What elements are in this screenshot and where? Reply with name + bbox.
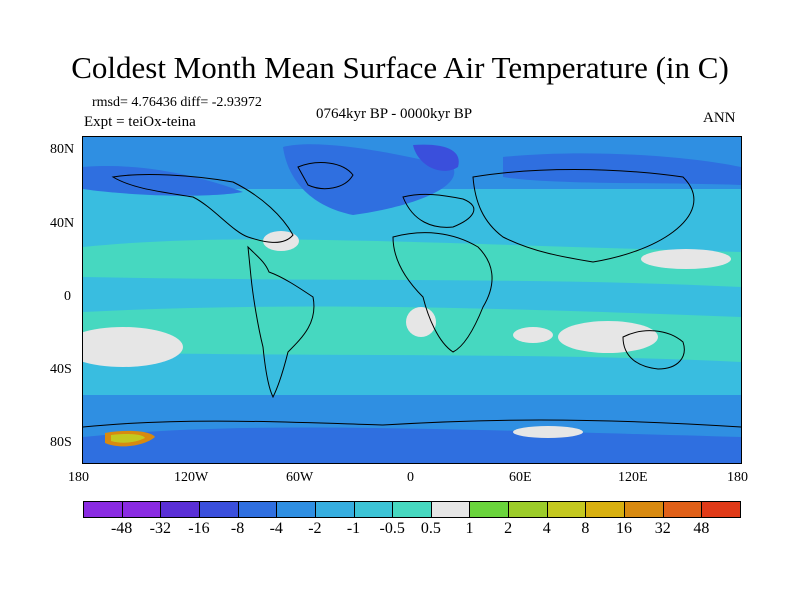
lon-label-120w: 120W	[174, 470, 208, 486]
map-plot	[83, 137, 741, 463]
lon-label-60w: 60W	[286, 470, 313, 486]
colorbar-swatch	[469, 501, 509, 518]
colorbar-label: 32	[655, 520, 671, 538]
lon-label-120e: 120E	[618, 470, 648, 486]
colorbar-label: 48	[693, 520, 709, 538]
lat-label-80s: 80S	[50, 435, 72, 451]
colorbar-swatch	[547, 501, 587, 518]
colorbar-label: -2	[308, 520, 321, 538]
colorbar-label: -16	[188, 520, 209, 538]
colorbar-label: -48	[111, 520, 132, 538]
period-label: 0764kyr BP - 0000kyr BP	[316, 106, 472, 123]
lat-label-80n: 80N	[50, 142, 74, 158]
colorbar-label: -4	[270, 520, 283, 538]
indian-ocean-neutral-patch	[558, 321, 658, 353]
lon-label-180e: 180	[727, 470, 748, 486]
colorbar-label: -1	[347, 520, 360, 538]
colorbar-label: -8	[231, 520, 244, 538]
colorbar-label: 0.5	[421, 520, 441, 538]
colorbar-swatch	[238, 501, 278, 518]
lat-label-40s: 40S	[50, 362, 72, 378]
stats-line: rmsd= 4.76436 diff= -2.93972	[92, 95, 262, 111]
gulf-neutral-patch	[263, 231, 299, 251]
lon-label-60e: 60E	[509, 470, 532, 486]
colorbar-swatch	[585, 501, 625, 518]
colorbar-swatch	[431, 501, 471, 518]
east-africa-neutral-patch	[513, 327, 553, 343]
antarctic-neutral-patch	[513, 426, 583, 438]
colorbar-swatch	[199, 501, 239, 518]
colorbar-swatch	[508, 501, 548, 518]
colorbar-swatch	[392, 501, 432, 518]
colorbar-label: 8	[581, 520, 589, 538]
experiment-label: Expt = teiOx-teina	[84, 114, 196, 131]
lon-label-0: 0	[407, 470, 414, 486]
temperature-map	[82, 136, 742, 464]
colorbar-label: 1	[465, 520, 473, 538]
lat-label-40n: 40N	[50, 216, 74, 232]
colorbar-swatch	[624, 501, 664, 518]
colorbar-swatch	[354, 501, 394, 518]
colorbar-label: 2	[504, 520, 512, 538]
colorbar-swatch	[160, 501, 200, 518]
map-title: Coldest Month Mean Surface Air Temperatu…	[0, 50, 800, 86]
colorbar-swatch	[122, 501, 162, 518]
season-label: ANN	[703, 110, 736, 127]
colorbar-swatch	[701, 501, 741, 518]
lat-label-equator: 0	[64, 289, 71, 305]
colorbar-swatch	[663, 501, 703, 518]
colorbar-label: 4	[543, 520, 551, 538]
colorbar-swatch	[315, 501, 355, 518]
colorbar-label: -32	[150, 520, 171, 538]
colorbar-swatch	[276, 501, 316, 518]
colorbar-label: -0.5	[380, 520, 405, 538]
north-pacific-neutral-patch	[641, 249, 731, 269]
lon-label-180w: 180	[68, 470, 89, 486]
colorbar-label: 16	[616, 520, 632, 538]
colorbar-swatch	[83, 501, 123, 518]
